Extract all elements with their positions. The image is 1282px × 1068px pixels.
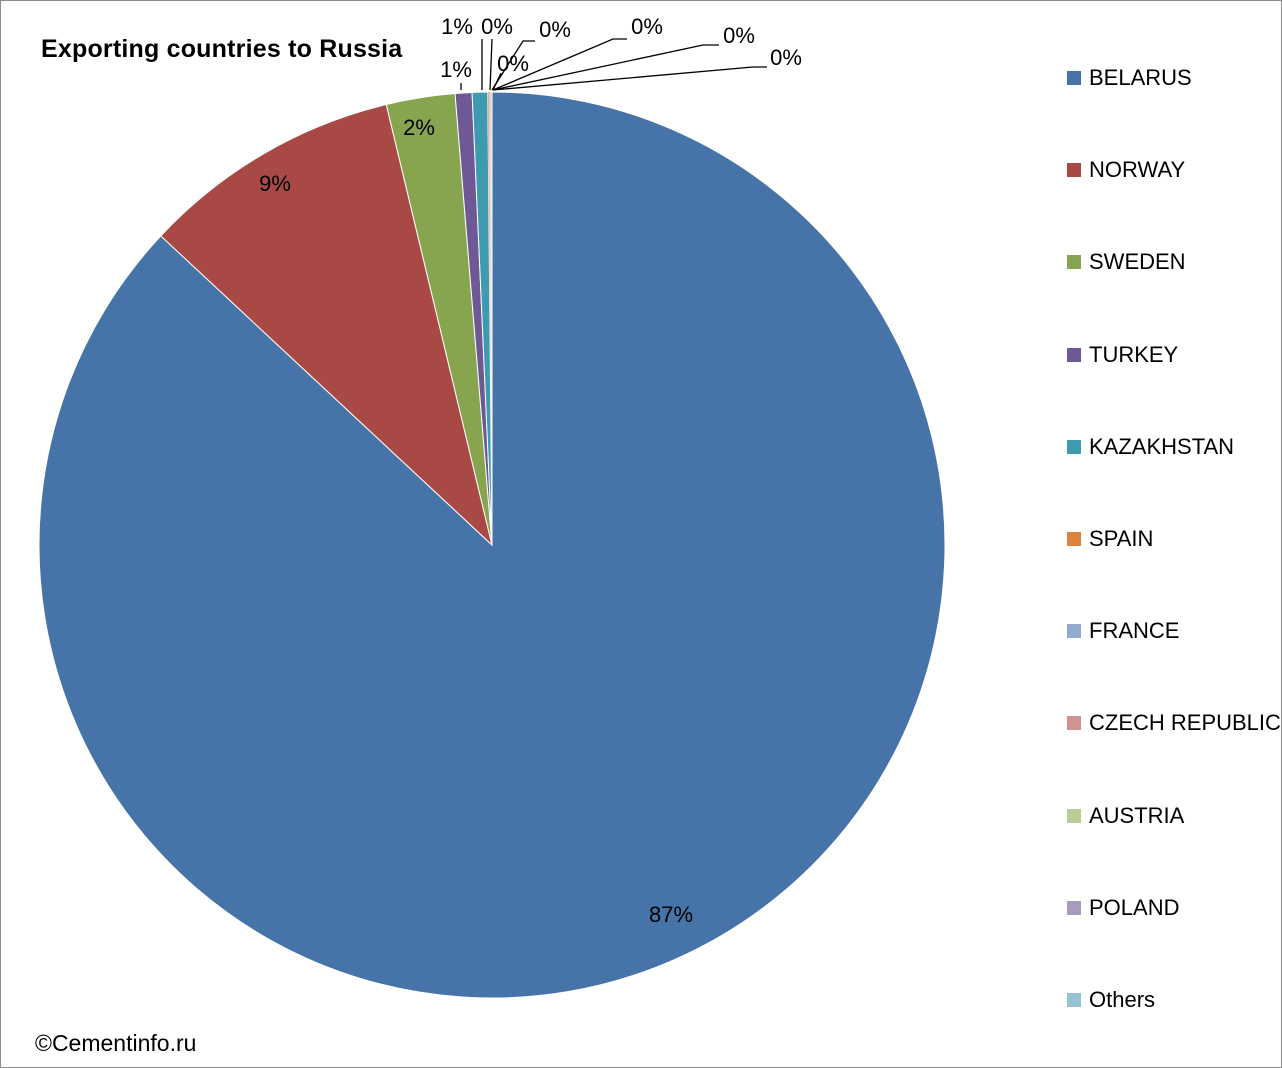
legend-label: CZECH REPUBLIC bbox=[1089, 710, 1281, 736]
legend-label: SPAIN bbox=[1089, 526, 1154, 551]
data-label-austria: 0% bbox=[631, 14, 663, 39]
legend-label: KAZAKHSTAN bbox=[1089, 433, 1235, 459]
legend-swatch bbox=[1067, 808, 1081, 823]
legend-item-france: FRANCE bbox=[1067, 616, 1179, 646]
legend-swatch bbox=[1067, 993, 1081, 1007]
legend-item-poland: POLAND bbox=[1067, 893, 1179, 923]
data-label-turkey: 1% bbox=[440, 57, 472, 82]
legend-swatch bbox=[1067, 71, 1081, 85]
data-label-kazakhstan: 1% bbox=[441, 14, 473, 39]
legend-label: SWEDEN bbox=[1089, 249, 1186, 275]
leader-line-spain bbox=[489, 38, 493, 91]
legend-label: POLAND bbox=[1089, 894, 1180, 920]
legend-label: Others bbox=[1089, 987, 1156, 1012]
legend-item-austria: AUSTRIA bbox=[1067, 801, 1184, 831]
legend-label: FRANCE bbox=[1089, 618, 1180, 644]
legend-item-sweden: SWEDEN bbox=[1067, 247, 1186, 277]
legend-swatch bbox=[1067, 347, 1081, 362]
legend-swatch bbox=[1067, 532, 1081, 546]
legend-swatch bbox=[1067, 255, 1081, 270]
legend-label: TURKEY bbox=[1089, 341, 1179, 367]
legend-item-spain: SPAIN bbox=[1067, 524, 1153, 554]
leader-line-france bbox=[491, 40, 535, 91]
data-label-others: 0% bbox=[770, 45, 802, 70]
leader-line-poland bbox=[492, 44, 719, 91]
legend-item-others: Others bbox=[1067, 985, 1155, 1015]
legend-item-belarus: BELARUS bbox=[1067, 63, 1192, 93]
legend-label: AUSTRIA bbox=[1089, 802, 1185, 828]
copyright-text: ©Cementinfo.ru bbox=[35, 1030, 197, 1056]
data-label-norway: 9% bbox=[259, 171, 291, 196]
legend-item-turkey: TURKEY bbox=[1067, 340, 1178, 370]
legend-label: NORWAY bbox=[1089, 157, 1186, 183]
legend-item-kazakhstan: KAZAKHSTAN bbox=[1067, 432, 1234, 462]
data-label-sweden: 2% bbox=[403, 115, 435, 140]
pie-slice-norway bbox=[160, 103, 493, 547]
data-label-czech-republic: 0% bbox=[497, 51, 529, 76]
legend-swatch bbox=[1067, 716, 1081, 731]
leader-line-others bbox=[492, 66, 767, 91]
legend-swatch bbox=[1067, 439, 1081, 454]
legend-item-norway: NORWAY bbox=[1067, 155, 1185, 185]
legend-swatch bbox=[1067, 163, 1081, 178]
chart-title: Exporting countries to Russia bbox=[41, 35, 403, 63]
leader-line-austria bbox=[492, 38, 627, 91]
pie-slices bbox=[38, 91, 946, 999]
pie-slice-belarus bbox=[38, 91, 946, 999]
legend-item-czech-republic: CZECH REPUBLIC bbox=[1067, 708, 1281, 738]
leader-line-czech-republic bbox=[492, 72, 502, 91]
data-label-spain: 0% bbox=[481, 14, 513, 39]
legend-swatch bbox=[1067, 624, 1081, 639]
pie-data-labels: 87% 9% 2% 1% 1% 0% 0% 0% 0% 0% 0% bbox=[259, 14, 802, 927]
data-label-france: 0% bbox=[539, 17, 571, 42]
legend-label: BELARUS bbox=[1089, 65, 1192, 90]
data-label-poland: 0% bbox=[723, 23, 755, 48]
data-label-belarus: 87% bbox=[649, 902, 693, 927]
legend-swatch bbox=[1067, 900, 1081, 915]
